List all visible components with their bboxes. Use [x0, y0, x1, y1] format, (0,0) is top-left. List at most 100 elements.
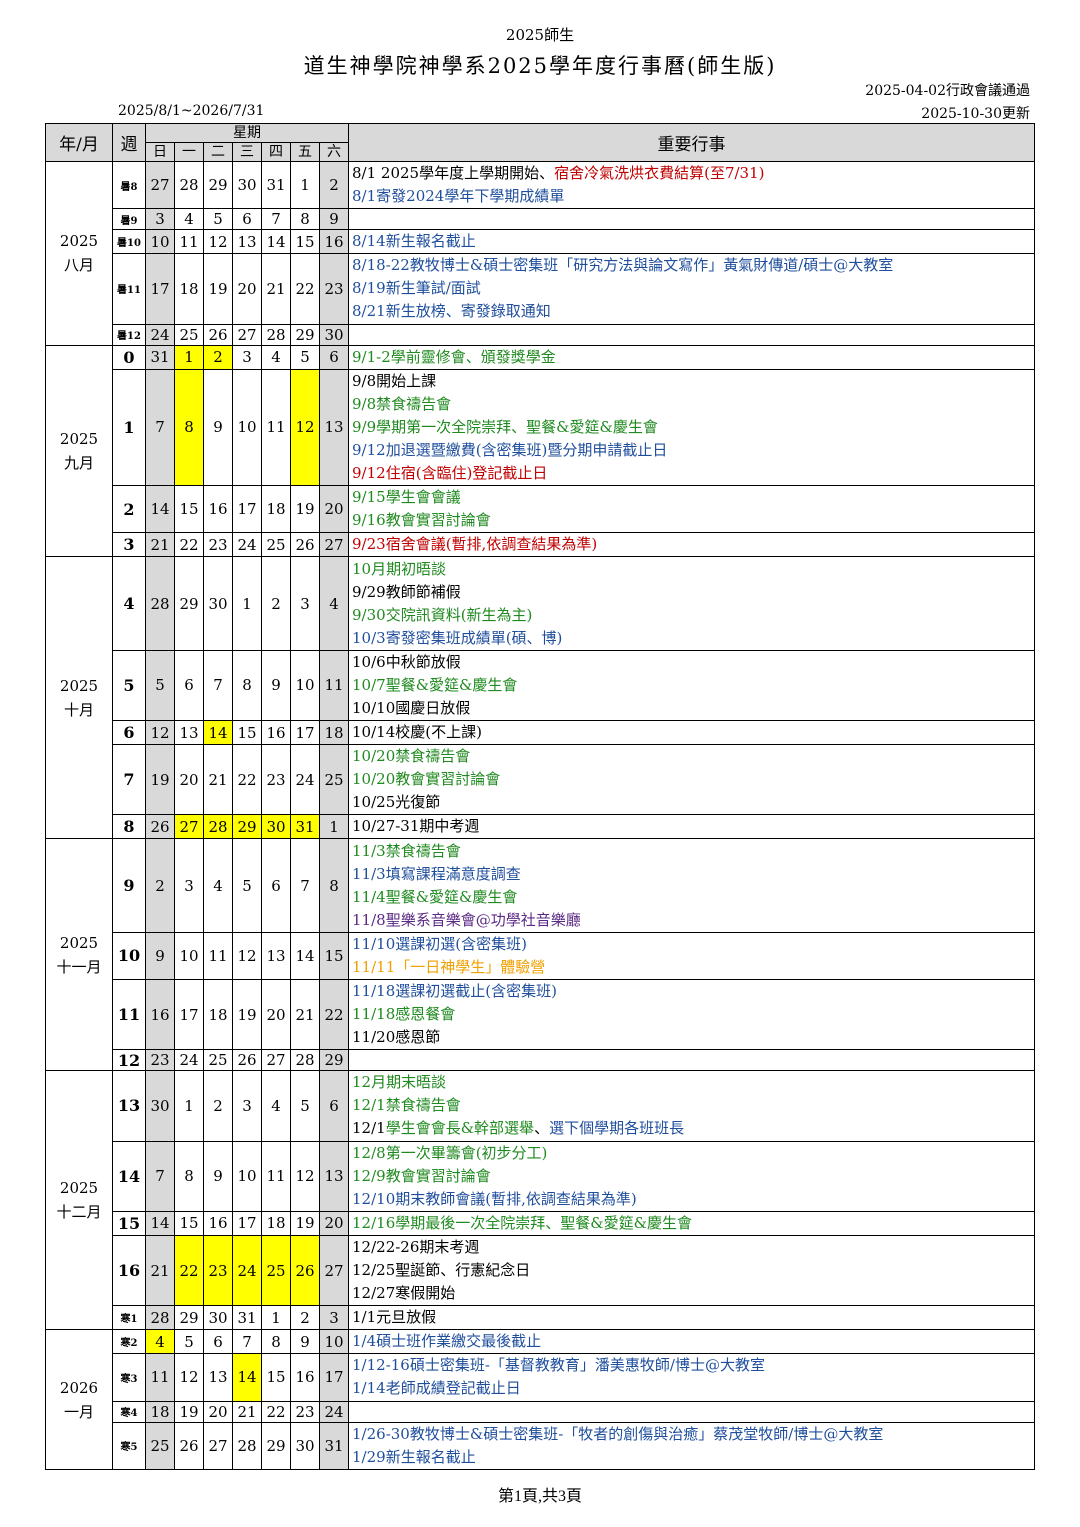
week-row: 3 21 22 23 24 25 26 27 9/23宿舍會議(暫排,依調查結果為準)	[46, 532, 1036, 558]
event-line: 11/18感恩餐會	[352, 1003, 1034, 1026]
day-cell: 16	[261, 720, 291, 746]
week-number: 暑8	[112, 160, 146, 210]
event-text: 10/25光復節	[352, 793, 441, 812]
event-text: 8/18-22教牧博士&碩士密集班「研究方法與論文寫作」黃氣財傳道/碩士@大教室	[352, 256, 894, 275]
day-cell: 17	[232, 485, 262, 534]
day-cell: 16	[203, 485, 233, 534]
day-cell: 1	[232, 556, 262, 651]
day-cell: 23	[203, 532, 233, 558]
event-text: 11/10選課初選(含密集班)	[352, 934, 527, 953]
events-cell	[348, 1400, 1036, 1423]
day-cell: 29	[174, 556, 204, 651]
event-line: 12/27寒假開始	[352, 1282, 1034, 1305]
day-cell: 22	[174, 1234, 204, 1307]
week-number: 9	[112, 838, 146, 933]
day-cell: 14	[145, 485, 175, 534]
day-cell: 18	[145, 1400, 175, 1423]
week-row: 6 12 13 14 15 16 17 18 10/14校慶(不上課)	[46, 720, 1036, 746]
event-line: 9/12加退選暨繳費(含密集班)暨分期申請截止日	[352, 439, 1034, 462]
week-row: 暑10 10 11 12 13 14 15 16 8/14新生報名截止	[46, 229, 1036, 255]
day-cell: 25	[174, 323, 204, 346]
day-cell: 8	[261, 1329, 291, 1355]
day-cell: 7	[290, 838, 320, 933]
event-line: 11/3填寫課程滿意度調查	[352, 863, 1034, 886]
day-cell: 25	[203, 1049, 233, 1072]
day-cell: 11	[145, 1353, 175, 1402]
day-cell: 16	[145, 978, 175, 1051]
table-header-row: 年/月 週 星期 重要行事	[45, 123, 1036, 162]
day-cell: 24	[145, 323, 175, 346]
event-text: 9/29教師節補假	[352, 582, 461, 601]
event-text: 9/12加退選暨繳費(含密集班)暨分期申請截止日	[352, 440, 668, 459]
day-cell: 9	[290, 1329, 320, 1355]
day-cell: 12	[203, 229, 233, 255]
event-line: 10/7聖餐&愛筵&慶生會	[352, 674, 1034, 697]
week-number: 16	[112, 1234, 146, 1307]
week-row: 寒5 25 26 27 28 29 30 31 1/26-30教牧博士&碩士密集班-「牧者的創傷…	[46, 1421, 1036, 1471]
month-label: 2025 八月	[45, 161, 113, 346]
week-number: 6	[112, 720, 146, 746]
day-cell: 1	[290, 160, 320, 210]
day-cell: 3	[290, 556, 320, 651]
day-cell: 21	[145, 532, 175, 558]
day-cell: 3	[145, 208, 175, 231]
event-text: 11/8聖樂系音樂會@功學社音樂廳	[352, 910, 581, 929]
event-line: 12/9教會實習討論會	[352, 1165, 1034, 1188]
event-text: 9/8禁食禱告會	[352, 394, 452, 413]
event-line: 10/14校慶(不上課)	[352, 722, 1034, 744]
events-cell: 10/6中秋節放假 10/7聖餐&愛筵&慶生會 10/10國慶日放假	[348, 649, 1036, 722]
event-text: 11/18感恩餐會	[352, 1005, 456, 1024]
day-cell: 18	[261, 1210, 291, 1236]
day-cell: 29	[203, 160, 233, 210]
week-row: 2026 一月 寒2 4 5 6 7 8 9 10 1/4碩士班作業繳交最後截止	[45, 1329, 1036, 1470]
day-cell: 19	[203, 253, 233, 325]
event-text: 8/21新生放榜、寄發錄取通知	[352, 302, 551, 321]
day-cell: 12	[290, 368, 320, 487]
week-number: 7	[112, 744, 146, 816]
events-cell: 9/15學生會會議 9/16教會實習討論會	[348, 485, 1036, 534]
day-cell: 30	[318, 323, 350, 346]
day-cell: 3	[232, 344, 262, 370]
day-cell: 22	[318, 978, 350, 1051]
day-cell: 8	[174, 368, 204, 487]
event-line: 12/25聖誕節、行憲紀念日	[352, 1259, 1034, 1282]
day-cell: 1	[174, 1070, 204, 1142]
document-title: 道生神學院神學系2025學年度行事曆(師生版)	[303, 54, 777, 78]
event-line: 12/22-26期末考週	[352, 1236, 1034, 1259]
day-cell: 14	[203, 720, 233, 746]
event-line: 1/14老師成績登記截止日	[352, 1377, 1034, 1400]
events-cell: 10月期初晤談 9/29教師節補假 9/30交院訊資料(新生為主) 10/3寄發密集班…	[348, 556, 1036, 651]
event-text: 10/20禁食禱告會	[352, 747, 471, 766]
event-line: 9/16教會實習討論會	[352, 509, 1034, 532]
day-cell: 7	[145, 1140, 175, 1212]
events-cell: 11/3禁食禱告會 11/3填寫課程滿意度調查 11/4聖餐&愛筵&慶生會 11/8聖…	[348, 838, 1036, 933]
day-cell: 11	[261, 368, 291, 487]
day-cell: 30	[232, 160, 262, 210]
day-cell: 23	[290, 1400, 320, 1423]
event-text: 10/14校慶(不上課)	[352, 723, 482, 742]
day-cell: 2	[318, 160, 350, 210]
day-cell: 13	[174, 720, 204, 746]
day-cell: 4	[261, 344, 291, 370]
events-cell	[348, 323, 1036, 346]
day-cell: 29	[174, 1305, 204, 1331]
day-cell: 14	[232, 1353, 262, 1402]
day-cell: 19	[290, 485, 320, 534]
event-line: 11/10選課初選(含密集班)	[352, 933, 1034, 956]
day-cell: 7	[261, 208, 291, 231]
day-cell: 30	[203, 1305, 233, 1331]
header-events: 重要行事	[348, 123, 1036, 162]
week-number: 寒2	[112, 1329, 146, 1355]
day-cell: 14	[261, 229, 291, 255]
event-line: 11/3禁食禱告會	[352, 840, 1034, 863]
day-cell: 12	[232, 931, 262, 980]
events-cell: 8/14新生報名截止	[348, 229, 1036, 255]
day-cell: 30	[203, 556, 233, 651]
day-cell: 4	[203, 838, 233, 933]
month-label: 2025 十二月	[45, 1070, 113, 1331]
events-cell: 11/10選課初選(含密集班) 11/11「一日神學生」體驗營	[348, 931, 1036, 980]
day-cell: 14	[145, 1210, 175, 1236]
event-text: 9/8開始上課	[352, 371, 437, 390]
week-number: 14	[112, 1140, 146, 1212]
day-cell: 21	[145, 1234, 175, 1307]
